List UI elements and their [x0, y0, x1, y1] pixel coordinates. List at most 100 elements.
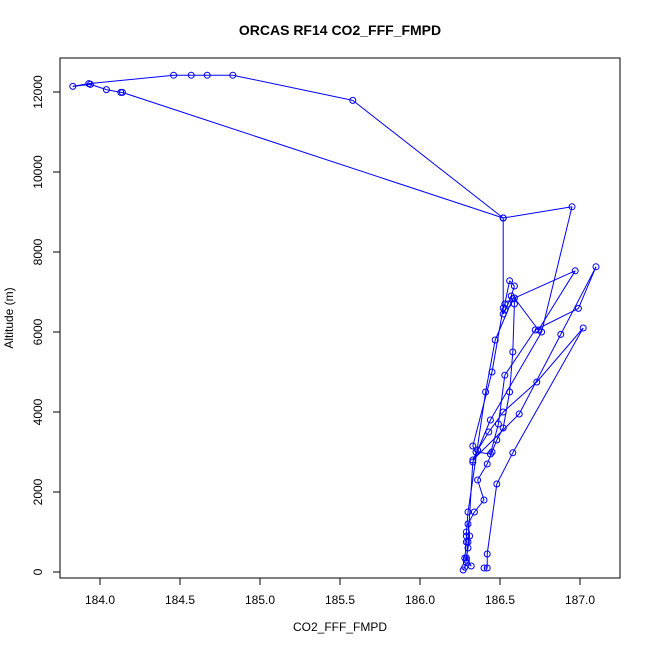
series-segment: [502, 381, 538, 413]
data-point: [483, 564, 491, 572]
data-point: [483, 460, 491, 468]
data-point: [480, 564, 488, 572]
data-point: [474, 446, 482, 454]
data-point: [469, 456, 477, 464]
data-point: [499, 424, 507, 432]
data-point: [491, 336, 499, 344]
series-segment: [486, 451, 493, 465]
data-point: [506, 277, 514, 285]
data-point: [499, 304, 507, 312]
data-point: [464, 538, 472, 546]
data-point: [485, 428, 493, 436]
data-point: [461, 554, 469, 562]
data-point: [483, 550, 491, 558]
series-segment: [509, 280, 515, 287]
series-segment: [477, 431, 490, 451]
data-point: [229, 71, 237, 79]
series-segment: [510, 285, 515, 297]
data-point: [515, 410, 523, 418]
data-point: [557, 330, 565, 338]
data-point: [203, 71, 211, 79]
y-tick-label: 8000: [31, 238, 45, 265]
data-point: [579, 324, 587, 332]
series-segment: [232, 74, 353, 101]
series-segment: [541, 206, 573, 333]
data-point: [486, 416, 494, 424]
series-segment: [88, 74, 174, 85]
series-layer: [69, 71, 600, 574]
y-tick-label: 10000: [31, 155, 45, 189]
x-axis-label: CO2_FFF_FMPD: [293, 620, 387, 634]
y-tick-label: 4000: [31, 398, 45, 425]
data-point: [486, 450, 494, 458]
data-point: [469, 458, 477, 466]
x-tick-label: 184.5: [165, 593, 195, 607]
data-point: [501, 371, 509, 379]
series-segment: [472, 371, 493, 447]
data-point: [504, 300, 512, 308]
data-point: [501, 300, 509, 308]
series-segment: [464, 562, 467, 568]
y-axis-label: Altitude (m): [2, 287, 16, 348]
series-segment: [577, 266, 597, 309]
data-point: [462, 559, 470, 567]
data-point: [507, 292, 515, 300]
x-tick-label: 185.5: [325, 593, 355, 607]
x-tick-label: 184.0: [85, 593, 115, 607]
data-point: [480, 496, 488, 504]
data-point: [568, 203, 576, 211]
x-tick-label: 186.5: [485, 593, 515, 607]
series-segment: [512, 327, 584, 454]
x-tick-label: 185.0: [245, 593, 275, 607]
series-segment: [494, 298, 514, 341]
data-point: [488, 368, 496, 376]
y-tick-label: 6000: [31, 318, 45, 345]
series-segment: [560, 266, 597, 335]
series-segment: [502, 391, 511, 429]
data-point: [509, 348, 517, 356]
series-segment: [467, 461, 474, 543]
data-point: [494, 420, 502, 428]
data-point: [117, 88, 125, 96]
series-segment: [536, 327, 584, 383]
data-point: [482, 388, 490, 396]
data-point: [533, 378, 541, 386]
y-tick-label: 0: [31, 568, 45, 575]
series-segment: [496, 452, 514, 485]
data-point: [472, 448, 480, 456]
series-segment: [512, 303, 515, 353]
series-segment: [504, 329, 536, 376]
data-point: [102, 86, 110, 94]
data-point: [531, 326, 539, 334]
data-point: [493, 436, 501, 444]
data-point: [349, 96, 357, 104]
series-segment: [497, 375, 506, 425]
data-point: [499, 408, 507, 416]
series-segment: [475, 451, 491, 455]
data-point: [510, 282, 518, 290]
data-point: [170, 71, 178, 79]
data-point: [493, 480, 501, 488]
data-point: [474, 476, 482, 484]
plot-frame: [59, 57, 621, 579]
series-segment: [489, 331, 543, 421]
data-point: [574, 304, 582, 312]
data-point: [592, 263, 600, 271]
series-segment: [496, 427, 504, 441]
y-axis: 0 2000 4000 6000 8000 10000 12000: [31, 75, 60, 575]
series-segment: [486, 483, 498, 555]
series-segment: [122, 91, 504, 219]
data-point: [499, 214, 507, 222]
data-point: [571, 267, 579, 275]
x-tick-label: 187.0: [565, 593, 595, 607]
series-segment: [467, 535, 471, 549]
data-point: [538, 328, 546, 336]
data-point: [462, 556, 470, 564]
series-segment: [474, 499, 485, 513]
series-segment: [491, 439, 498, 453]
data-point: [509, 449, 517, 457]
y-tick-label: 2000: [31, 478, 45, 505]
data-point: [462, 528, 470, 536]
series-segment: [518, 334, 562, 415]
